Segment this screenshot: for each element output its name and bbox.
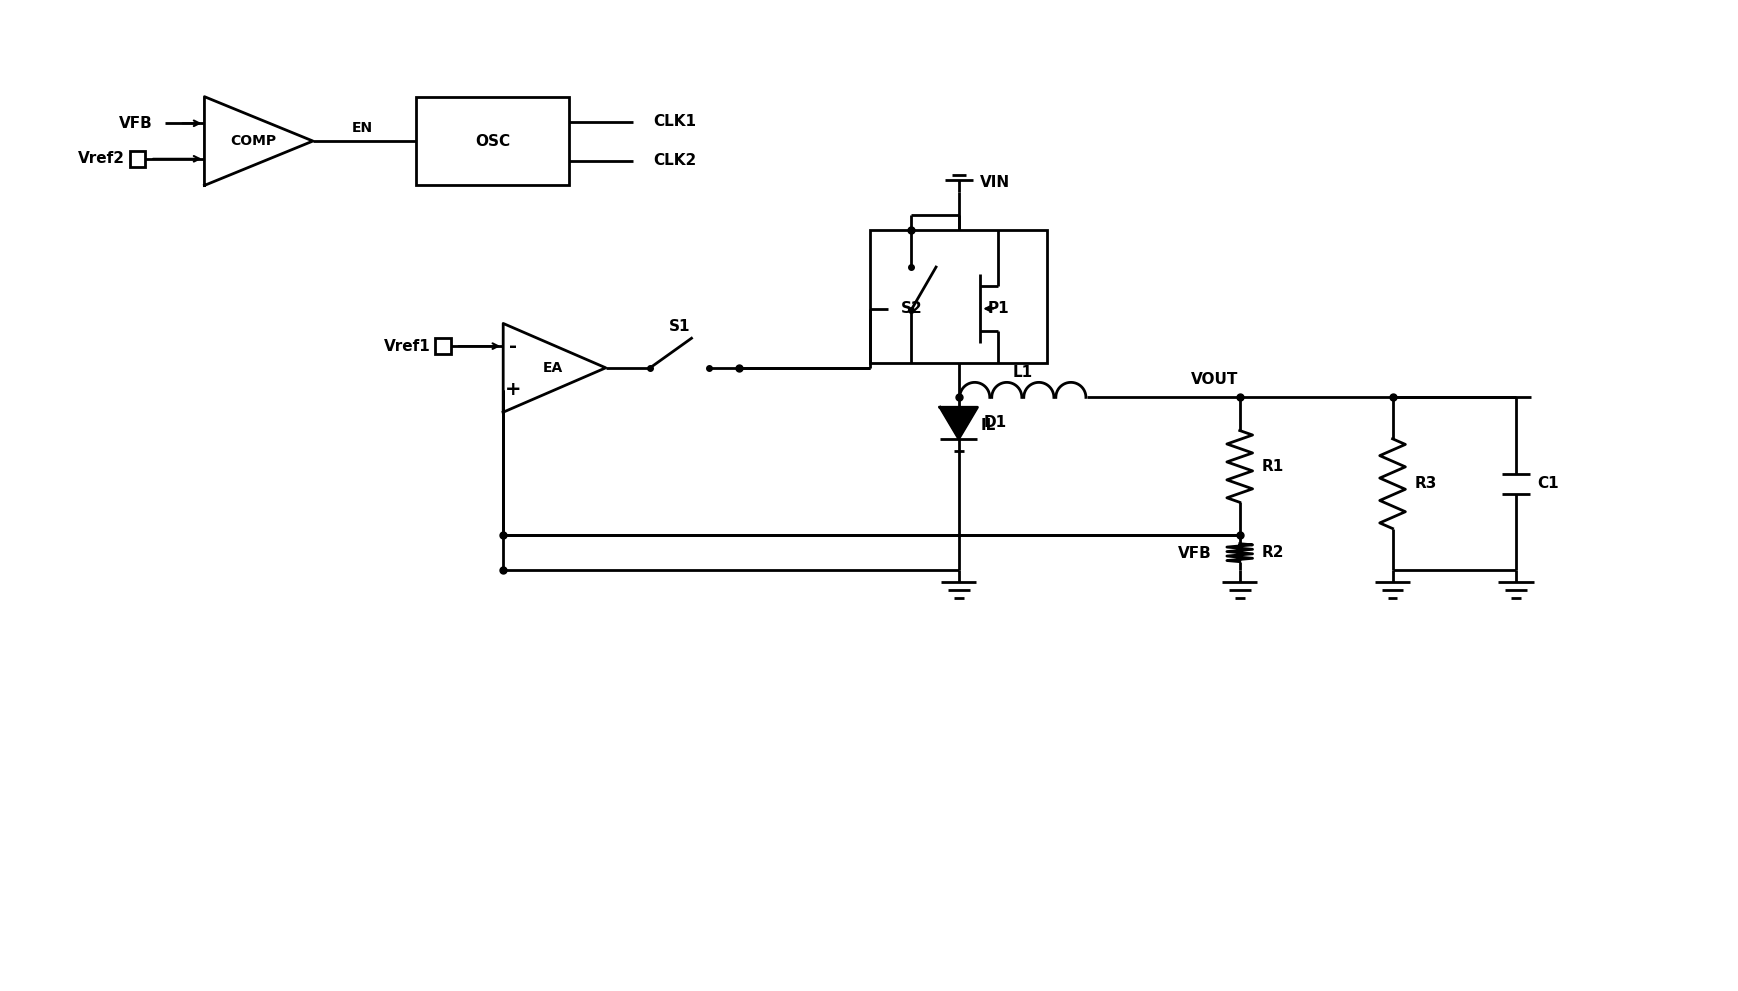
Bar: [417, 97, 570, 185]
Text: S2: S2: [900, 301, 923, 316]
Text: S1: S1: [669, 319, 690, 334]
Text: +: +: [504, 380, 521, 399]
Text: P1: P1: [987, 301, 1010, 316]
Text: VFB: VFB: [118, 116, 153, 131]
Text: C1: C1: [1538, 476, 1559, 492]
Text: Vref1: Vref1: [384, 339, 431, 354]
Text: VIN: VIN: [980, 175, 1010, 190]
Text: Vref2: Vref2: [78, 152, 125, 166]
Polygon shape: [940, 407, 977, 439]
Text: VFB: VFB: [1178, 546, 1211, 561]
Text: L1: L1: [1013, 366, 1032, 381]
Text: EN: EN: [351, 121, 372, 135]
Text: IL: IL: [980, 417, 996, 432]
Text: CLK2: CLK2: [653, 153, 697, 168]
Text: COMP: COMP: [231, 134, 276, 148]
Text: R2: R2: [1262, 545, 1284, 560]
Text: D1: D1: [984, 414, 1006, 429]
Text: OSC: OSC: [474, 134, 511, 149]
Text: R3: R3: [1415, 476, 1437, 492]
Bar: [130, 151, 146, 166]
Bar: [434, 338, 450, 354]
Text: R1: R1: [1262, 459, 1284, 474]
Text: -: -: [509, 337, 518, 356]
Text: CLK1: CLK1: [653, 114, 697, 129]
Text: EA: EA: [542, 361, 563, 375]
Text: VOUT: VOUT: [1191, 373, 1239, 387]
Bar: [871, 230, 1048, 363]
